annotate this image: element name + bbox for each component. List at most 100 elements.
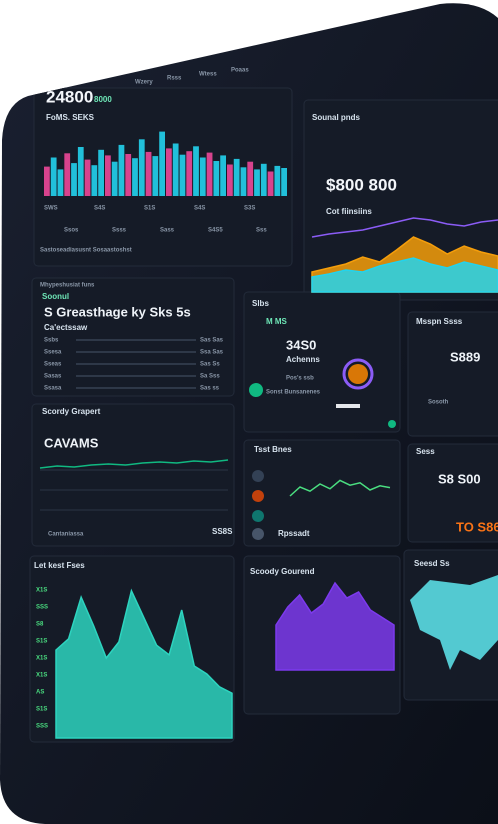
panel — [243, 291, 401, 433]
bar — [166, 148, 172, 196]
axis-label: S3S — [244, 206, 255, 212]
icon — [252, 510, 264, 522]
list-label: Ca'ectssaw — [44, 323, 88, 332]
icon — [252, 470, 264, 482]
panel-header: Mhypeshusiat funs — [40, 283, 95, 289]
kpi-footer: Sonst Bunsanenes — [266, 390, 321, 396]
line-total: SS8S — [212, 527, 233, 536]
panel-title: Slbs — [252, 299, 269, 308]
map-shape — [410, 575, 498, 670]
y-tick-label: X1S — [36, 673, 47, 679]
area — [275, 581, 395, 671]
bar — [179, 154, 186, 196]
axis-label: Ssos — [64, 228, 79, 234]
y-tick-label: SSS — [36, 605, 48, 611]
bar — [152, 156, 159, 196]
y-tick-label: X1S — [36, 588, 47, 594]
area — [311, 257, 498, 293]
bar — [50, 157, 57, 196]
axis-label: Sass — [160, 228, 175, 234]
bar — [199, 157, 206, 196]
panel-title: Soonul — [42, 292, 69, 301]
bar — [91, 165, 98, 196]
row-label: Sasas — [44, 374, 62, 380]
nav-item[interactable]: Wtess — [199, 72, 217, 78]
bar — [77, 147, 84, 196]
bar — [193, 146, 199, 196]
row-value: Sas ss — [200, 386, 220, 392]
bar — [254, 169, 260, 196]
icon — [252, 490, 264, 502]
bar — [125, 154, 132, 196]
axis-label: Sss — [256, 228, 267, 234]
panel — [31, 403, 235, 547]
nav-item[interactable]: Poaas — [231, 68, 249, 74]
y-tick-label: S1S — [36, 639, 47, 645]
kpi-footer: Sosoth — [428, 400, 449, 406]
row-label: Ssasa — [44, 386, 62, 392]
bar — [206, 152, 213, 196]
line — [39, 459, 229, 469]
trend-value: $800 800 — [326, 175, 397, 194]
row-value: Sas Ss — [200, 362, 220, 368]
header-value: 24800 — [46, 87, 93, 106]
bar — [267, 171, 274, 196]
bar — [111, 161, 118, 196]
bar — [159, 131, 165, 196]
row-label: Ssesa — [44, 350, 62, 356]
row-value: Ssa Sas — [200, 350, 224, 356]
bar — [84, 159, 91, 196]
nav-item[interactable]: Wzery — [135, 80, 153, 86]
panel — [243, 439, 401, 547]
bar — [213, 161, 220, 196]
bar — [227, 164, 233, 196]
bar — [64, 153, 71, 196]
bar — [71, 163, 77, 196]
bar — [172, 143, 179, 196]
bar — [260, 163, 267, 196]
icon — [249, 383, 263, 397]
header-subtitle: FoMS. SEKS — [46, 113, 95, 122]
panel-title: Sess — [416, 447, 435, 456]
kpi-value: 34S0 — [286, 337, 316, 352]
bar — [186, 151, 193, 196]
line — [311, 217, 498, 238]
y-tick-label: X1S — [36, 656, 47, 662]
icon — [252, 528, 264, 540]
kpi-accent: TO S86N — [456, 519, 498, 534]
bar — [44, 166, 50, 196]
panel — [31, 277, 235, 397]
y-tick-label: S8 — [36, 622, 44, 628]
row-value: Sas Sas — [200, 338, 224, 344]
panel-title: Seesd Ss — [414, 559, 450, 568]
bar — [274, 165, 281, 196]
bar — [98, 149, 104, 196]
axis-label: Ssss — [112, 228, 127, 234]
row-label: Sseas — [44, 362, 62, 368]
bar — [247, 161, 254, 196]
bar — [240, 167, 247, 196]
bar — [138, 139, 145, 196]
axis-label: S4S5 — [208, 228, 223, 234]
bar — [118, 144, 125, 196]
progress — [336, 404, 360, 408]
panel-title: Tsst Bnes — [254, 445, 292, 454]
panel-title: Scordy Grapert — [42, 407, 101, 416]
y-tick-label: AS — [36, 690, 44, 696]
panel-subtitle: S Greasthage ky Sks 5s — [44, 304, 191, 319]
kpi-tag: M MS — [266, 317, 288, 326]
row-value: Sa Sss — [200, 374, 220, 380]
ring-core — [348, 364, 368, 384]
panel — [407, 443, 498, 543]
nav-item[interactable]: Rsss — [167, 76, 182, 82]
panel-title: Scoody Gourend — [250, 567, 315, 576]
dot — [388, 420, 396, 428]
trend-subtitle: Cot fiinsiins — [326, 207, 372, 216]
axis-label: S4S — [194, 206, 205, 212]
panel — [407, 311, 498, 437]
line-footer: Cantaniassa — [48, 532, 84, 538]
kpi-value: S8 S00 — [438, 471, 481, 486]
panel-title: Sounal pnds — [312, 113, 361, 122]
